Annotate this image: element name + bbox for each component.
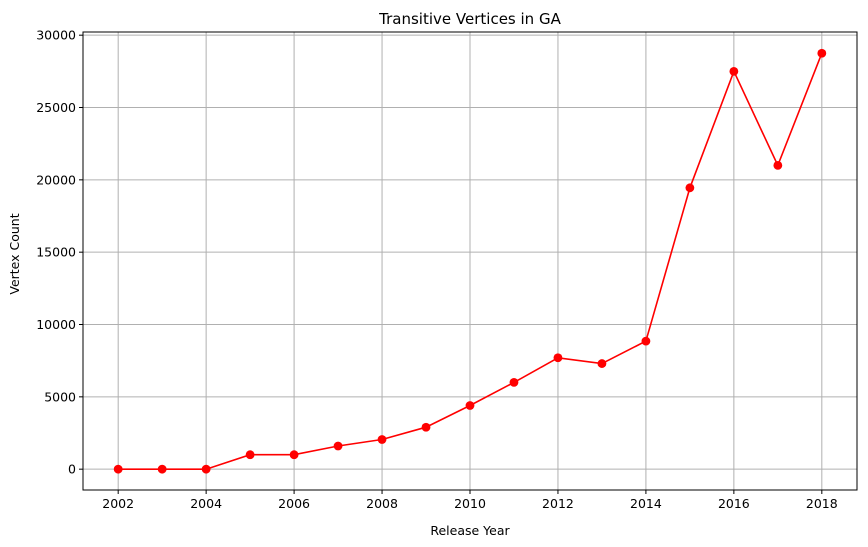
data-point	[641, 336, 651, 346]
data-point	[597, 359, 607, 368]
x-tick-label: 2016	[718, 496, 750, 511]
data-point	[113, 464, 123, 474]
x-tick-label: 2010	[454, 496, 486, 511]
data-point	[553, 353, 563, 363]
data-point	[333, 441, 343, 451]
data-point	[245, 450, 255, 460]
data-point	[817, 48, 827, 58]
data-point	[729, 66, 739, 76]
y-tick-label: 20000	[36, 172, 76, 187]
y-tick-label: 0	[68, 462, 76, 477]
x-axis-label: Release Year	[430, 523, 510, 538]
data-point	[157, 464, 167, 474]
tick-layer: 2002 2004 2006 2008 2010 2012 2014 2016 2018 0 500…	[36, 28, 838, 511]
x-tick-label: 2008	[366, 496, 398, 511]
y-tick-label: 15000	[36, 245, 76, 260]
y-tick-label: 10000	[36, 317, 76, 332]
data-point	[201, 464, 211, 474]
x-tick-label: 2006	[278, 496, 310, 511]
x-tick-label: 2014	[630, 496, 662, 511]
x-tick-label: 2018	[806, 496, 838, 511]
x-tick-label: 2002	[102, 496, 134, 511]
data-point	[421, 422, 431, 432]
data-point	[773, 160, 783, 170]
y-axis-label: Vertex Count	[7, 213, 22, 294]
y-tick-label: 25000	[36, 100, 76, 115]
chart-title: Transitive Vertices in GA	[378, 10, 561, 28]
data-point	[377, 435, 387, 444]
grid-layer	[83, 32, 857, 490]
series-layer	[113, 48, 827, 474]
data-point	[509, 377, 519, 387]
x-tick-label: 2012	[542, 496, 574, 511]
data-point	[465, 401, 475, 410]
y-tick-label: 5000	[44, 389, 76, 404]
data-point	[685, 183, 695, 193]
data-point	[289, 450, 299, 460]
x-tick-label: 2004	[190, 496, 222, 511]
y-tick-label: 30000	[36, 28, 76, 43]
